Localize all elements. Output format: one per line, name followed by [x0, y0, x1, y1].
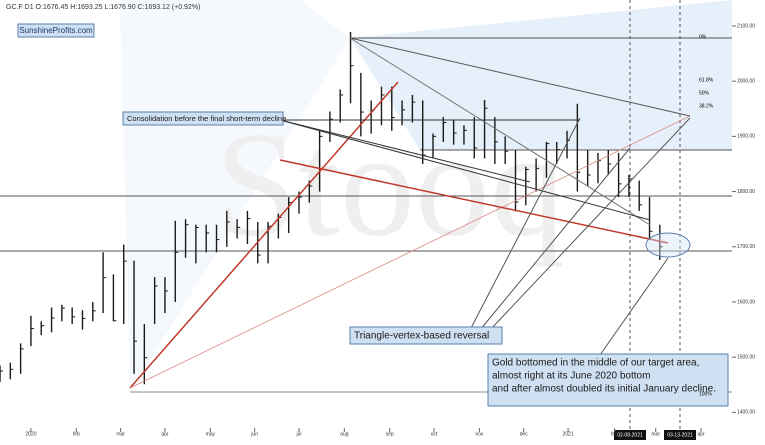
watermark: Stooq [215, 101, 565, 267]
source: SunshineProfits.com [19, 26, 93, 35]
date-box [664, 430, 696, 440]
target-ellipse [645, 232, 691, 258]
fib-label: 38.2% [699, 103, 714, 109]
pointer-line [279, 119, 531, 183]
fib-label: 50% [699, 90, 710, 96]
pointer-line [599, 257, 669, 356]
trend-line [279, 159, 669, 244]
x-tick-label: oct [431, 431, 438, 437]
x-tick-label: sep [386, 431, 394, 437]
price-bars [0, 32, 663, 385]
fib-label: 100% [699, 391, 712, 397]
trend-line [129, 115, 691, 389]
y-tick-label: 1600.00 [737, 299, 755, 305]
y-tick-label: 1400.00 [737, 410, 755, 416]
annotation-box [122, 111, 284, 126]
annotation: almost right at its June 2020 bottom [492, 371, 650, 382]
pointer-line [489, 117, 691, 331]
chart-header: GC.F D1 O:1676.45 H:1693.25 L:1676.90 C:… [6, 4, 200, 11]
x-tick-label: feb [611, 431, 618, 437]
date-box [614, 430, 646, 440]
y-tick-label: 2000.00 [737, 78, 755, 84]
y-tick-label: 1800.00 [737, 189, 755, 195]
x-tick-label: nov [475, 431, 484, 437]
x-tick-label: may [206, 431, 216, 437]
source-box [17, 23, 95, 38]
annotation: Gold bottomed in the middle of our targe… [492, 358, 699, 369]
fib-label: 0% [699, 34, 707, 40]
y-tick-label: 2100.00 [737, 23, 755, 29]
pointer-line [479, 147, 631, 331]
x-tick-label: jul [295, 431, 301, 437]
annotation: Triangle-vertex-based reversal [354, 331, 489, 342]
annotation-box [487, 353, 729, 407]
annotation-box [349, 326, 503, 345]
annotation: and after almost doubled its initial Jan… [492, 384, 716, 395]
date-marker: 03-13-2021 [667, 432, 693, 438]
trend-line [129, 81, 399, 389]
x-tick-label: mar [116, 431, 125, 437]
x-tick-label: jun [250, 431, 258, 437]
fib-label: 61.8% [699, 77, 714, 83]
y-tick-label: 1500.00 [737, 355, 755, 361]
x-tick-label: aug [340, 431, 349, 437]
x-tick-label: feb [73, 431, 80, 437]
pointer-line [469, 117, 581, 331]
x-tick-label: mar [651, 431, 660, 437]
x-tick-label: dec [520, 431, 529, 437]
date-marker: 02-08-2021 [617, 432, 643, 438]
y-tick-label: 1900.00 [737, 134, 755, 140]
trend-line [349, 37, 691, 117]
x-tick-label: apr [697, 431, 705, 437]
x-tick-label: 2020 [25, 431, 36, 437]
annotation: Consolidation before the final short-ter… [127, 114, 286, 123]
pointer-line [279, 119, 651, 221]
x-tick-label: 2021 [563, 431, 574, 437]
x-tick-label: apr [161, 431, 169, 437]
trend-line [349, 37, 651, 226]
y-tick-label: 1700.00 [737, 244, 755, 250]
